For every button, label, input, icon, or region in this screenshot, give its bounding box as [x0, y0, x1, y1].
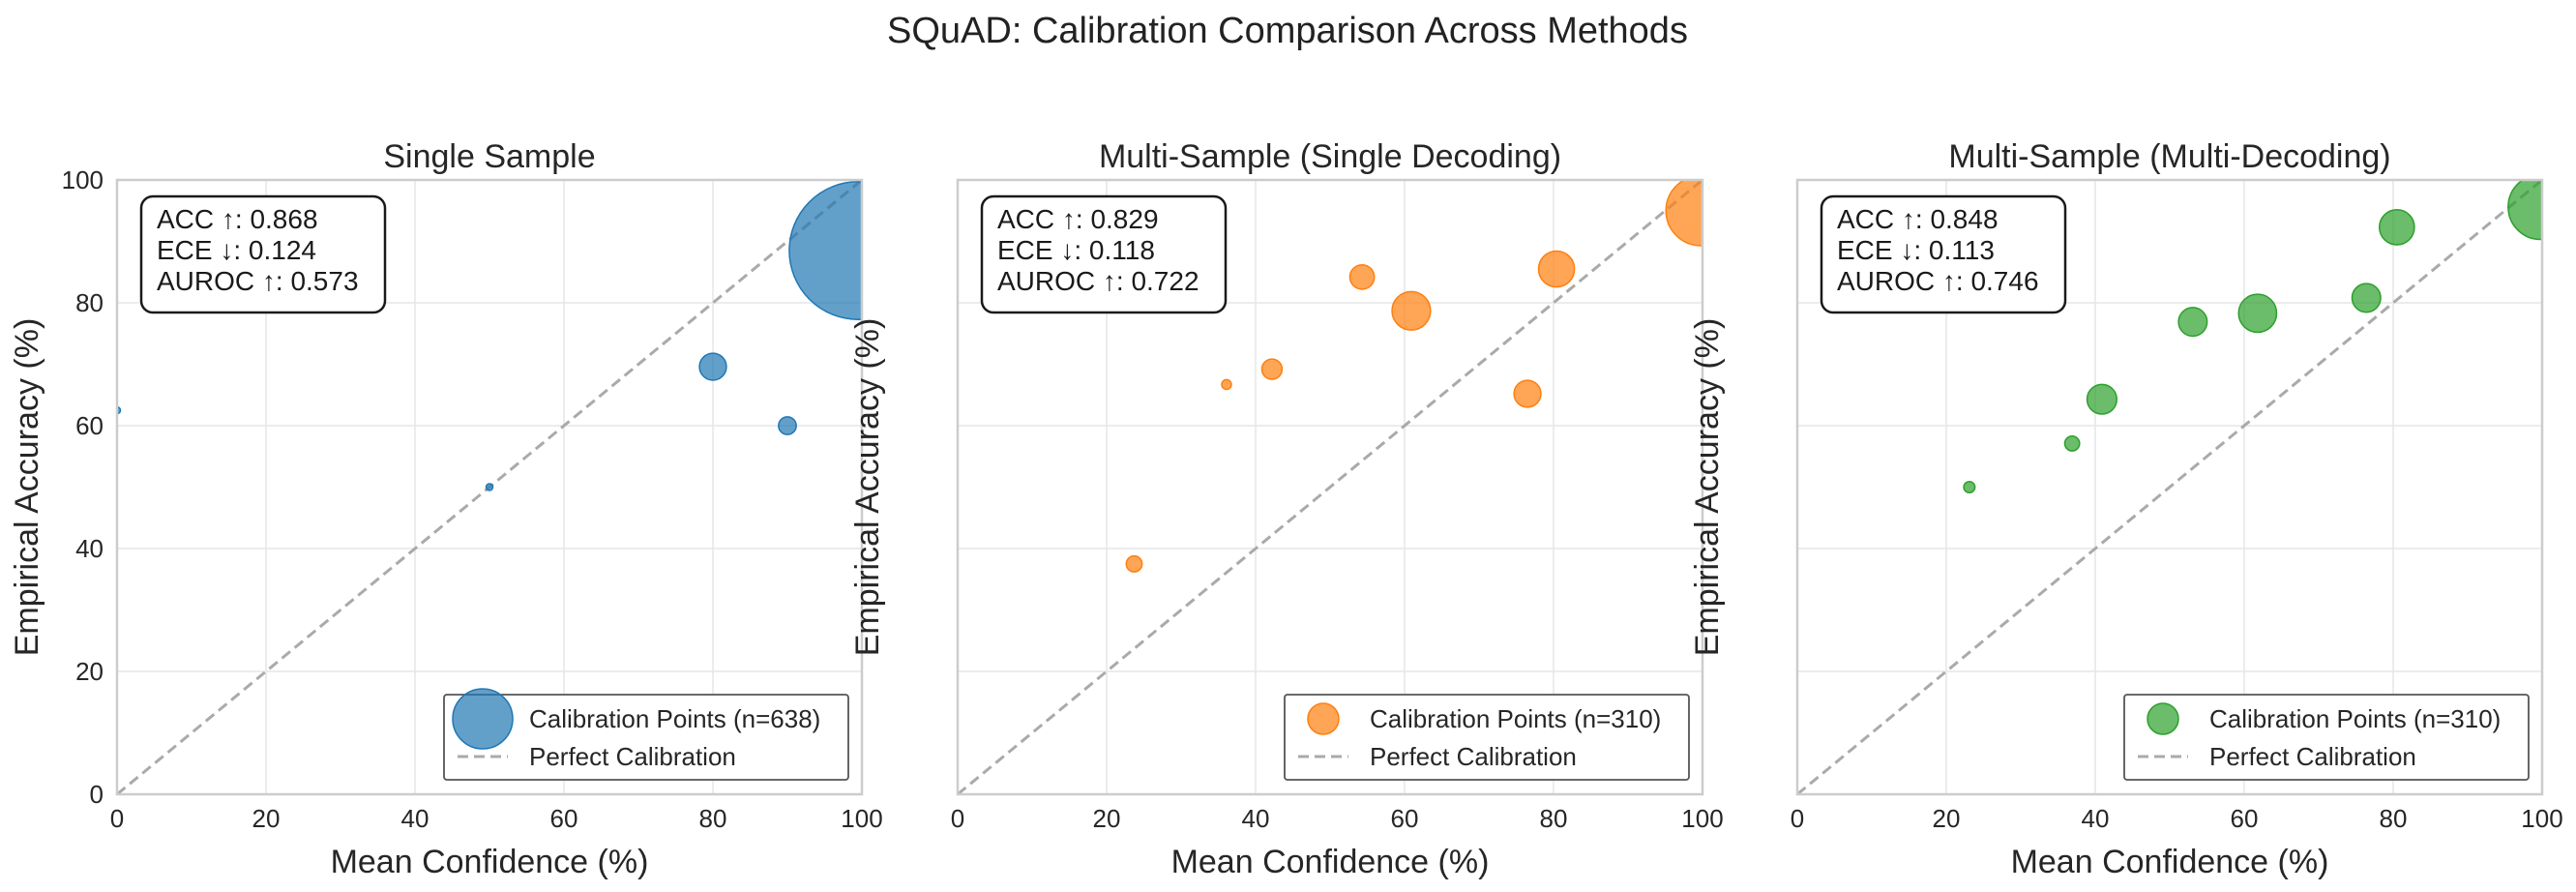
calibration-point [1665, 180, 1703, 247]
metric-text: ACC ↑: 0.868 [157, 204, 318, 234]
x-tick-label: 60 [2231, 804, 2259, 833]
legend-marker-points [452, 688, 514, 750]
x-axis-label: Mean Confidence (%) [1171, 844, 1490, 880]
metric-text: ACC ↑: 0.829 [997, 204, 1159, 234]
calibration-point [1260, 358, 1284, 380]
y-tick-label: 100 [62, 165, 104, 194]
legend: Calibration Points (n=310) Perfect Calibr… [2123, 694, 2530, 781]
x-tick-label: 60 [1391, 804, 1419, 833]
calibration-point [698, 352, 727, 381]
chart-panel-1: 0 20 40 60 80 100 0 20 40 60 80 100 Single Sample Mea… [9, 138, 883, 880]
panels: 0 20 40 60 80 100 0 20 40 60 80 100 Single Sample Mea… [9, 138, 2563, 880]
y-axis-label: Empirical Accuracy (%) [9, 318, 45, 657]
metric-text: ACC ↑: 0.848 [1837, 204, 1999, 234]
x-axis-label: Mean Confidence (%) [2011, 844, 2329, 880]
legend-frame [443, 694, 849, 781]
calibration-point [2507, 180, 2542, 241]
x-tick-label: 80 [1540, 804, 1568, 833]
y-tick-label: 0 [90, 780, 104, 809]
legend-label-diagonal: Perfect Calibration [2209, 742, 2416, 771]
legend-label-points: Calibration Points (n=310) [1370, 704, 1661, 733]
metrics-box-frame [1820, 194, 2067, 314]
calibration-point [2177, 307, 2208, 338]
x-tick-label: 20 [252, 804, 281, 833]
metric-text: AUROC ↑: 0.573 [157, 266, 359, 296]
metric-text: ECE ↓: 0.113 [1837, 235, 1995, 265]
x-axis-label: Mean Confidence (%) [331, 844, 649, 880]
y-tick-label: 60 [75, 411, 104, 440]
calibration-point [485, 483, 494, 491]
calibration-point [2351, 282, 2382, 313]
x-tick-label: 0 [1791, 804, 1804, 833]
calibration-point [1537, 250, 1576, 288]
legend: Calibration Points (n=638) Perfect Calibr… [443, 688, 849, 781]
x-tick-label: 80 [699, 804, 727, 833]
x-tick-label: 20 [1093, 804, 1121, 833]
plot-frame [1795, 178, 2544, 796]
calibration-point [2237, 293, 2278, 334]
calibration-point [788, 181, 862, 320]
x-tick-label: 100 [2521, 804, 2562, 833]
calibration-points [1963, 180, 2542, 494]
legend: Calibration Points (n=310) Perfect Calibr… [1284, 694, 1690, 781]
x-tick-label: 60 [550, 804, 578, 833]
calibration-point [1125, 554, 1143, 573]
legend-label-points: Calibration Points (n=310) [2209, 704, 2501, 733]
calibration-point [2063, 434, 2081, 452]
calibration-point [2378, 209, 2415, 246]
y-tick-label: 80 [75, 288, 104, 317]
legend-label-diagonal: Perfect Calibration [1370, 742, 1577, 771]
calibration-points [117, 181, 862, 491]
calibration-point [778, 416, 797, 435]
legend-marker-points [2147, 702, 2179, 735]
calibration-point [1513, 379, 1542, 408]
x-tick-label: 0 [951, 804, 964, 833]
figure-title: SQuAD: Calibration Comparison Across Met… [887, 11, 1688, 51]
legend-marker-points [1307, 702, 1340, 735]
calibration-point [2086, 383, 2118, 415]
calibration-point [1391, 290, 1432, 331]
panel-title: Multi-Sample (Single Decoding) [1099, 138, 1561, 175]
x-tick-label: 40 [2082, 804, 2110, 833]
x-tick-label: 100 [1681, 804, 1723, 833]
plot-frame [956, 178, 1704, 796]
metric-text: AUROC ↑: 0.722 [997, 266, 1199, 296]
panel-title: Multi-Sample (Multi-Decoding) [1948, 138, 2390, 175]
y-tick-label: 20 [75, 657, 104, 686]
chart-panel-2: 0 20 40 60 80 100 Multi-Sample (Single Decodin… [849, 138, 1724, 880]
chart-panel-3: 0 20 40 60 80 100 Multi-Sample (Multi-Decoding… [1689, 138, 2563, 880]
y-axis-label: Empirical Accuracy (%) [1689, 318, 1726, 657]
y-axis-label: Empirical Accuracy (%) [849, 318, 886, 657]
metrics-box-frame [139, 194, 387, 314]
legend-label-diagonal: Perfect Calibration [529, 742, 736, 771]
calibration-point [1348, 263, 1376, 290]
perfect-calibration-line [1796, 178, 2543, 796]
metric-text: AUROC ↑: 0.746 [1837, 266, 2039, 296]
calibration-point [1963, 480, 1976, 494]
panel-title: Single Sample [383, 138, 595, 175]
x-tick-label: 100 [841, 804, 882, 833]
x-tick-label: 80 [2380, 804, 2408, 833]
x-tick-label: 20 [1933, 804, 1961, 833]
legend-frame [2123, 694, 2530, 781]
calibration-point [1221, 378, 1232, 391]
legend-label-points: Calibration Points (n=638) [529, 704, 820, 733]
metrics-box-frame [980, 194, 1228, 314]
legend-frame [1284, 694, 1690, 781]
perfect-calibration-line [957, 178, 1703, 796]
x-tick-label: 40 [1242, 804, 1270, 833]
metric-text: ECE ↓: 0.118 [997, 235, 1155, 265]
y-tick-label: 40 [75, 534, 104, 563]
calibration-points [1125, 180, 1703, 573]
x-tick-label: 40 [401, 804, 429, 833]
x-tick-label: 0 [110, 804, 124, 833]
metric-text: ECE ↓: 0.124 [157, 235, 316, 265]
plot-frame [115, 178, 864, 796]
